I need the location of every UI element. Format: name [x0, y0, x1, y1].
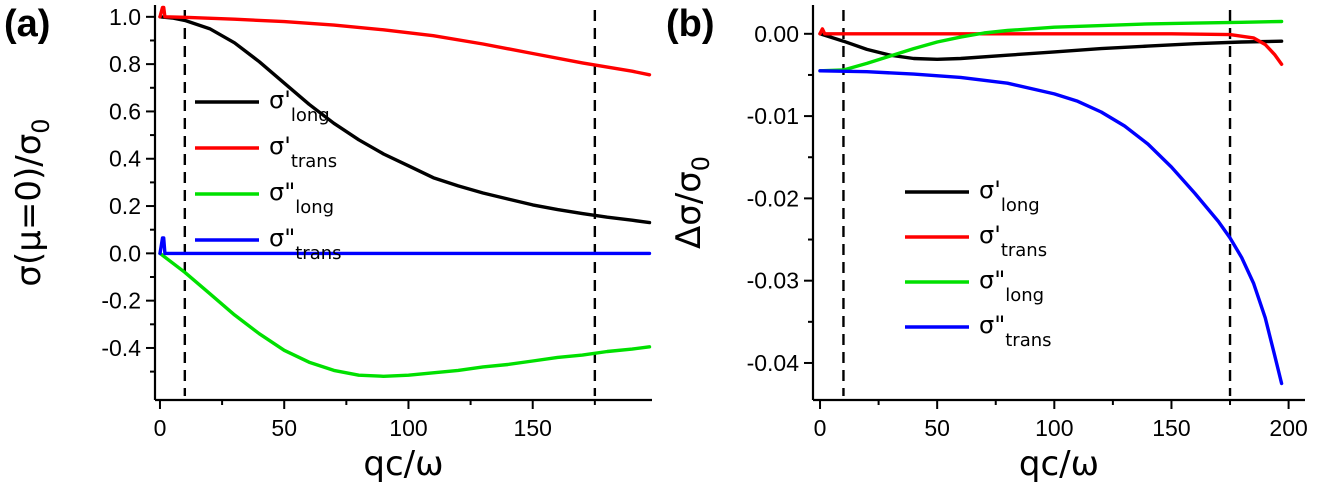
x-tick-label-1: 150: [514, 415, 552, 441]
y-tick-label-1: 0.4: [109, 146, 141, 172]
y-tick-label-2: -0.04: [747, 350, 800, 376]
y-tick-label-1: 1.0: [109, 4, 141, 30]
legend-entry: σ"long: [269, 178, 334, 218]
legend-entry: σ'trans: [269, 132, 337, 172]
panel-label-2: (b): [666, 3, 715, 45]
x-axis-title-1: qc/ω: [363, 444, 443, 484]
legend-entry: σ'long: [269, 86, 330, 126]
series-long-imag-2: [818, 19, 1284, 73]
y-axis-title-2: Δσ/σ0: [669, 156, 715, 249]
y-tick-label-1: 0.6: [109, 98, 141, 124]
legend-1: σ'long σ'trans σ"long σ"trans: [195, 86, 342, 264]
series-trans-imag-2: [818, 69, 1284, 386]
panel-2: (b) 0 50 100 150 200 0.00 -0.01 -0.02 -0.03 -0.04 q…: [666, 3, 1308, 484]
series-long-real-2: [818, 32, 1284, 61]
y-tick-label-2: 0.00: [754, 21, 799, 47]
x-tick-label-2: 50: [924, 415, 950, 441]
y-tick-label-2: -0.01: [747, 103, 799, 129]
x-tick-label-2: 150: [1152, 415, 1190, 441]
y-tick-label-2: -0.02: [747, 185, 799, 211]
x-axis-title-2: qc/ω: [1019, 444, 1099, 484]
x-tick-label-1: 50: [271, 415, 297, 441]
series-trans-real-2: [818, 27, 1284, 67]
y-axis-title-1: σ(μ=0)/σ0: [9, 118, 55, 286]
y-tick-label-1: 0.2: [109, 193, 141, 219]
series-trans-real-1: [158, 5, 652, 77]
legend-entry: σ'trans: [979, 221, 1047, 261]
legend-entry: σ"long: [979, 266, 1044, 306]
x-tick-label-1: 100: [389, 415, 427, 441]
y-tick-label-1: 0.0: [109, 240, 141, 266]
y-tick-label-1: 0.8: [109, 51, 141, 77]
panel-label-1: (a): [4, 3, 50, 45]
panel-1: (a) 0 50 100 150 1.0 0.8 0.6 0.4 0.2 0.0 -0.2 -0.4 qc…: [4, 3, 652, 484]
legend-entry: σ'long: [979, 176, 1040, 216]
series-long-real-1: [158, 15, 652, 225]
legend-entry: σ"trans: [979, 311, 1052, 351]
x-tick-label-2: 200: [1269, 415, 1307, 441]
legend-2: σ'long σ'trans σ"long σ"trans: [905, 176, 1052, 351]
y-tick-label-1: -0.2: [101, 288, 141, 314]
y-tick-label-1: -0.4: [101, 335, 141, 361]
series-long-imag-1: [158, 251, 652, 378]
series-trans-imag-1: [158, 236, 652, 256]
x-tick-label-2: 100: [1035, 415, 1073, 441]
legend-entry: σ"trans: [269, 224, 342, 264]
x-tick-label-1: 0: [154, 415, 167, 441]
y-tick-label-2: -0.03: [747, 268, 799, 294]
x-tick-label-2: 0: [814, 415, 827, 441]
